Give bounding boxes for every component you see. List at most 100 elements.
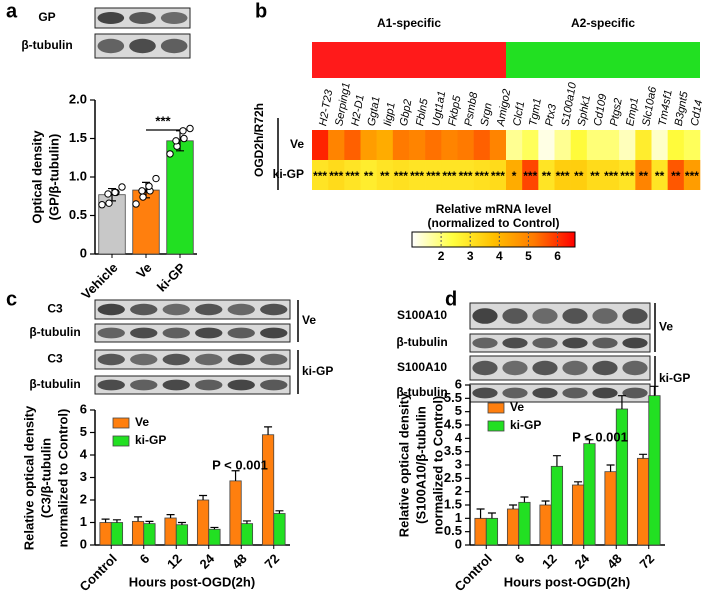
x-tick-label: 6 [137, 551, 153, 567]
heat-cell [473, 160, 491, 190]
blot-group-label: ki-GP [302, 364, 333, 378]
gene-label: Srgn [479, 102, 495, 127]
bar [273, 513, 286, 546]
y-tick-label: 2 [80, 491, 87, 506]
blot-band [260, 353, 288, 366]
gene-label: Emp1 [624, 97, 641, 127]
significance-label: *** [475, 169, 489, 183]
legend-label: Ve [510, 400, 524, 414]
significance-label: *** [394, 169, 408, 183]
blot-band [532, 308, 558, 324]
bar [604, 471, 617, 546]
blot-label: S100A10 [397, 308, 447, 322]
bar [518, 501, 531, 546]
legend-swatch [487, 420, 505, 432]
colorbar-tick-label: 4 [496, 249, 503, 263]
heat-cell [409, 130, 426, 160]
heat-cell [344, 130, 361, 160]
significance-label: ** [574, 169, 584, 183]
y-axis-label: normalized to Control) [55, 409, 70, 548]
data-point [172, 137, 180, 145]
blot-band [97, 303, 125, 316]
heat-cell [651, 130, 668, 160]
blot-band [472, 337, 498, 349]
x-axis-label: Hours post-OGD(2h) [129, 574, 255, 589]
heat-cell [360, 160, 377, 190]
bar [550, 465, 564, 546]
bar [143, 523, 156, 546]
bar [164, 517, 177, 546]
data-point [186, 124, 194, 133]
x-tick-label: 12 [539, 551, 560, 572]
gene-label: Cd14 [689, 99, 705, 127]
blot-label: β-tubulin [29, 325, 80, 339]
bar [240, 523, 254, 546]
significance-label: *** [491, 169, 505, 183]
legend-swatch [112, 417, 130, 429]
blot-band [162, 327, 190, 339]
y-axis-label: Optical density [29, 130, 44, 224]
heat-cell [344, 160, 361, 190]
legend-label: Ve [135, 415, 149, 429]
blot-band [562, 387, 588, 399]
error-bar [509, 504, 518, 509]
y-tick-label: 2.0 [69, 91, 87, 106]
significance-label: *** [620, 169, 634, 183]
data-point [111, 188, 119, 197]
blot-band [97, 38, 125, 54]
gene-label: Amigo2 [495, 88, 513, 128]
colorbar [411, 231, 576, 248]
significance-label: ** [655, 169, 665, 183]
heat-cell [554, 130, 571, 160]
x-tick-label: 6 [512, 551, 528, 567]
blot-band [472, 387, 498, 399]
bar [474, 517, 487, 546]
heat-cell [603, 130, 620, 160]
gene-label: Clcf1 [511, 100, 527, 127]
blot-band [130, 303, 158, 316]
y-tick-label: 0 [80, 245, 87, 260]
blot-band [130, 379, 158, 391]
error-bar [476, 508, 485, 519]
error-bar [264, 426, 273, 435]
gene-label: Tm4sf1 [657, 89, 675, 127]
heat-cell [667, 130, 685, 160]
significance-label: *** [604, 169, 618, 183]
heat-cell [586, 130, 604, 160]
heat-cell [538, 160, 555, 190]
error-bar [199, 494, 208, 500]
y-tick-label: 2 [455, 483, 462, 498]
error-bar [650, 385, 659, 396]
bar [166, 140, 194, 255]
heat-cell [667, 160, 685, 190]
y-axis-label: (C3/β-tubulin [38, 438, 53, 518]
error-bar [101, 518, 110, 523]
blot-band [160, 12, 188, 24]
legend-swatch [112, 435, 130, 447]
heat-cell [376, 130, 394, 160]
blot-band [227, 303, 255, 316]
heat-cell [522, 160, 539, 190]
colorbar-title: (normalized to Control) [428, 216, 560, 230]
blot-band [227, 353, 255, 366]
heat-cell [457, 130, 474, 160]
panel-letter: b [255, 0, 267, 22]
heat-cell [635, 160, 652, 190]
blot-band [502, 337, 528, 349]
bar [110, 522, 124, 546]
blot-label: S100A10 [397, 360, 447, 374]
blot-band [260, 303, 288, 316]
bar [506, 508, 520, 546]
significance-label: ** [542, 169, 552, 183]
panel-letter: c [6, 288, 17, 310]
blot-band [472, 308, 498, 324]
x-tick-label: Ve [133, 260, 154, 281]
group-title: A2-specific [571, 16, 635, 30]
heat-cell [328, 160, 345, 190]
y-axis-label: (GP/β-tubulin) [46, 134, 61, 221]
heat-cell [425, 160, 442, 190]
bar [175, 524, 189, 546]
x-tick-label: Control [77, 551, 120, 594]
bar [261, 434, 275, 546]
error-bar [574, 481, 583, 485]
